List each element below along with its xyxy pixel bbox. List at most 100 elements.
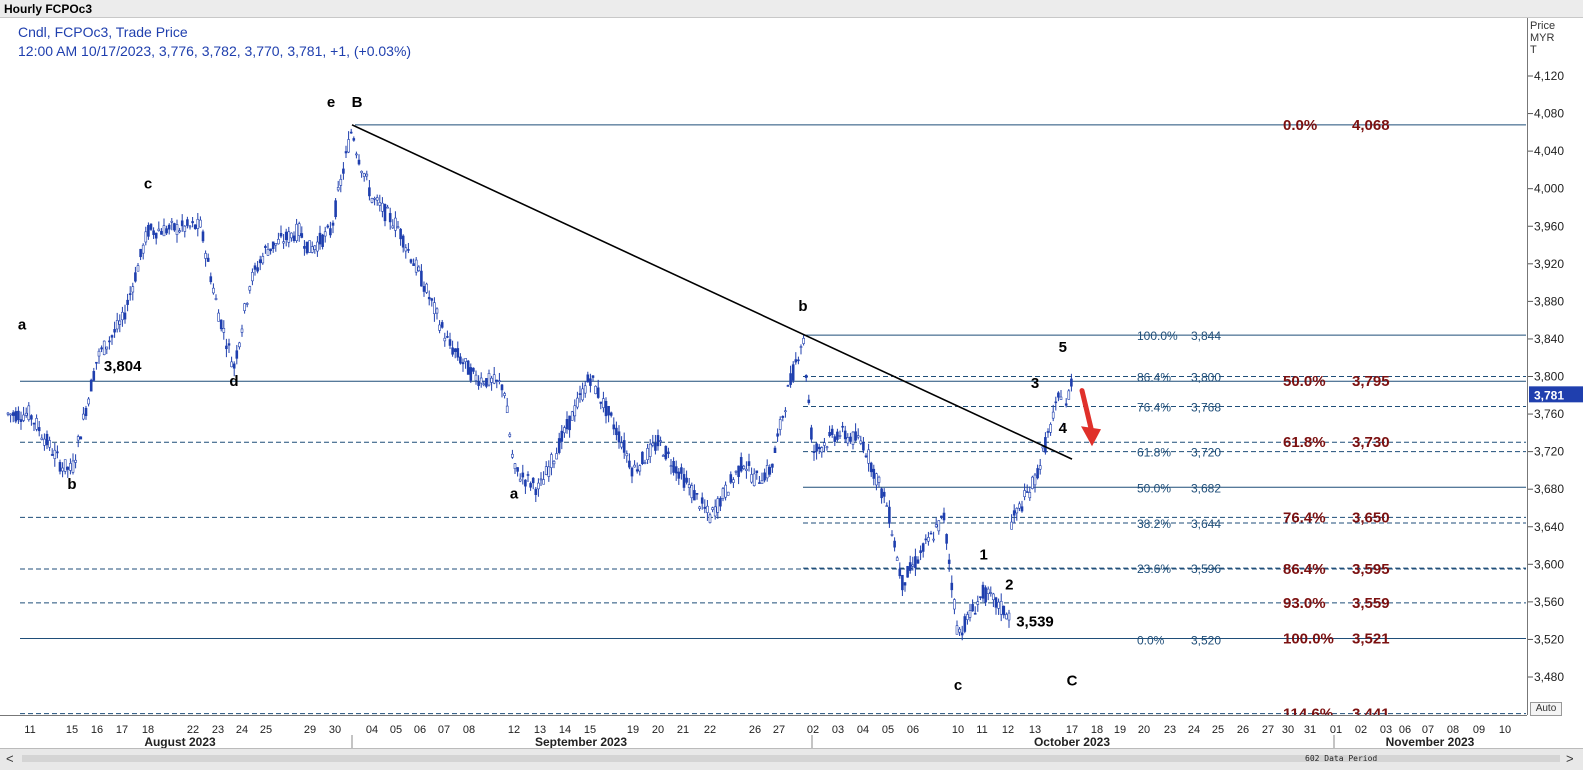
wave-label: c <box>954 677 962 694</box>
scroll-track[interactable] <box>22 755 1560 762</box>
candle-body <box>464 358 467 363</box>
candle-body <box>95 361 98 364</box>
candle-body <box>201 231 205 242</box>
candle-body <box>318 232 322 245</box>
candle-body <box>45 433 49 446</box>
date-tick-label: 01 <box>1330 724 1342 736</box>
candle-body <box>180 220 184 227</box>
candle-body <box>355 153 358 156</box>
candle-body <box>505 405 509 414</box>
candle-body <box>602 398 605 408</box>
time-axis[interactable]: 11 15 16 17 18 22 23 24 25 29 30 04 05 06 07 08 12 13 14 15… <box>0 715 1527 749</box>
date-tick-label: 12 <box>1002 724 1014 736</box>
candlestick-chart[interactable]: 100.0% 3,844 86.4% 3,800 76.4% 3,768 61.8% 3,72… <box>0 18 1527 715</box>
candle-body <box>206 257 210 262</box>
candle-body <box>576 397 579 408</box>
candle-body <box>729 474 733 483</box>
scroll-right-icon[interactable]: > <box>1566 751 1574 766</box>
date-tick-label: 14 <box>559 724 571 736</box>
candle-body <box>487 373 491 386</box>
chart-area[interactable]: 100.0% 3,844 86.4% 3,800 76.4% 3,768 61.8% 3,72… <box>0 18 1527 715</box>
date-tick-label: 23 <box>1164 724 1176 736</box>
candle-body <box>287 231 291 243</box>
candle-body <box>989 592 993 594</box>
candle-body <box>214 298 218 300</box>
candle-body <box>227 343 231 346</box>
candle-body <box>482 383 486 386</box>
candle-body <box>1015 507 1019 514</box>
candle-body <box>633 464 636 468</box>
candle-body <box>274 243 278 246</box>
candle-body <box>407 249 410 251</box>
candle-body <box>836 431 839 440</box>
candle-body <box>685 477 688 483</box>
candle-body <box>230 361 233 368</box>
candle-body <box>1025 491 1029 493</box>
candle-body <box>1005 614 1008 620</box>
auto-scale-button[interactable]: Auto <box>1530 702 1562 716</box>
candle-body <box>547 466 551 477</box>
date-tick-label: 26 <box>1237 724 1249 736</box>
candle-body <box>1028 492 1032 499</box>
wave-label: 5 <box>1059 339 1067 356</box>
candle-body <box>144 231 148 243</box>
candle-body <box>687 484 691 488</box>
fib-inner-value-label: 3,596 <box>1191 562 1221 576</box>
candle-body <box>466 360 470 375</box>
candle-body <box>521 472 525 478</box>
price-tick-label: 3,880 <box>1534 294 1564 308</box>
current-price-marker <box>1529 386 1583 403</box>
date-tick-label: 11 <box>976 724 987 736</box>
candle-body <box>508 433 512 437</box>
candle-body <box>854 431 857 441</box>
candle-body <box>607 405 610 416</box>
price-header-line: Price <box>1530 20 1556 32</box>
candle-body <box>807 399 811 403</box>
candle-body <box>992 593 995 601</box>
candle-body <box>37 427 41 432</box>
candle-body <box>997 601 1000 609</box>
candle-body <box>97 350 101 357</box>
candle-body <box>420 270 423 287</box>
candle-body <box>199 219 202 228</box>
candle-body <box>69 463 72 471</box>
candle-body <box>134 272 137 282</box>
fib-outer-percent-label: 100.0% <box>1283 630 1334 647</box>
horizontal-scrollbar[interactable]: < 602 Data Period > <box>0 748 1583 770</box>
price-axis[interactable]: 3,480 3,520 3,560 3,600 3,640 3,680 3,720 3,760… <box>1527 18 1583 715</box>
candle-body <box>173 223 176 231</box>
price-tick-label: 3,520 <box>1534 632 1564 646</box>
candle-body <box>976 601 980 605</box>
candle-body <box>477 381 480 386</box>
scroll-left-icon[interactable]: < <box>6 751 14 766</box>
wave-label: e <box>327 94 335 111</box>
candle-body <box>586 374 590 383</box>
date-tick-label: 10 <box>952 724 964 736</box>
candle-body <box>750 474 753 483</box>
candle-body <box>290 232 293 239</box>
candle-body <box>630 467 634 477</box>
candle-body <box>121 311 124 321</box>
candle-body <box>1031 476 1034 489</box>
candle-body <box>596 387 600 398</box>
candle-body <box>581 388 584 401</box>
date-tick-label: 15 <box>584 724 596 736</box>
candle-body <box>1007 612 1011 621</box>
candle-body <box>560 430 564 442</box>
price-tick-label: 4,040 <box>1534 144 1564 158</box>
candle-body <box>123 312 127 320</box>
candle-body <box>726 491 730 496</box>
candle-body <box>986 588 990 594</box>
fib-outer-value-label: 4,068 <box>1352 117 1390 134</box>
candle-body <box>1036 468 1039 479</box>
candle-body <box>284 231 288 240</box>
candle-body <box>573 405 577 417</box>
candle-body <box>19 419 23 422</box>
candle-body <box>1010 521 1013 530</box>
candle-body <box>1041 446 1045 449</box>
wave-label: d <box>229 373 238 390</box>
candle-body <box>524 479 527 487</box>
candle-body <box>383 204 387 222</box>
candle-body <box>864 455 868 458</box>
candle-body <box>906 566 909 578</box>
